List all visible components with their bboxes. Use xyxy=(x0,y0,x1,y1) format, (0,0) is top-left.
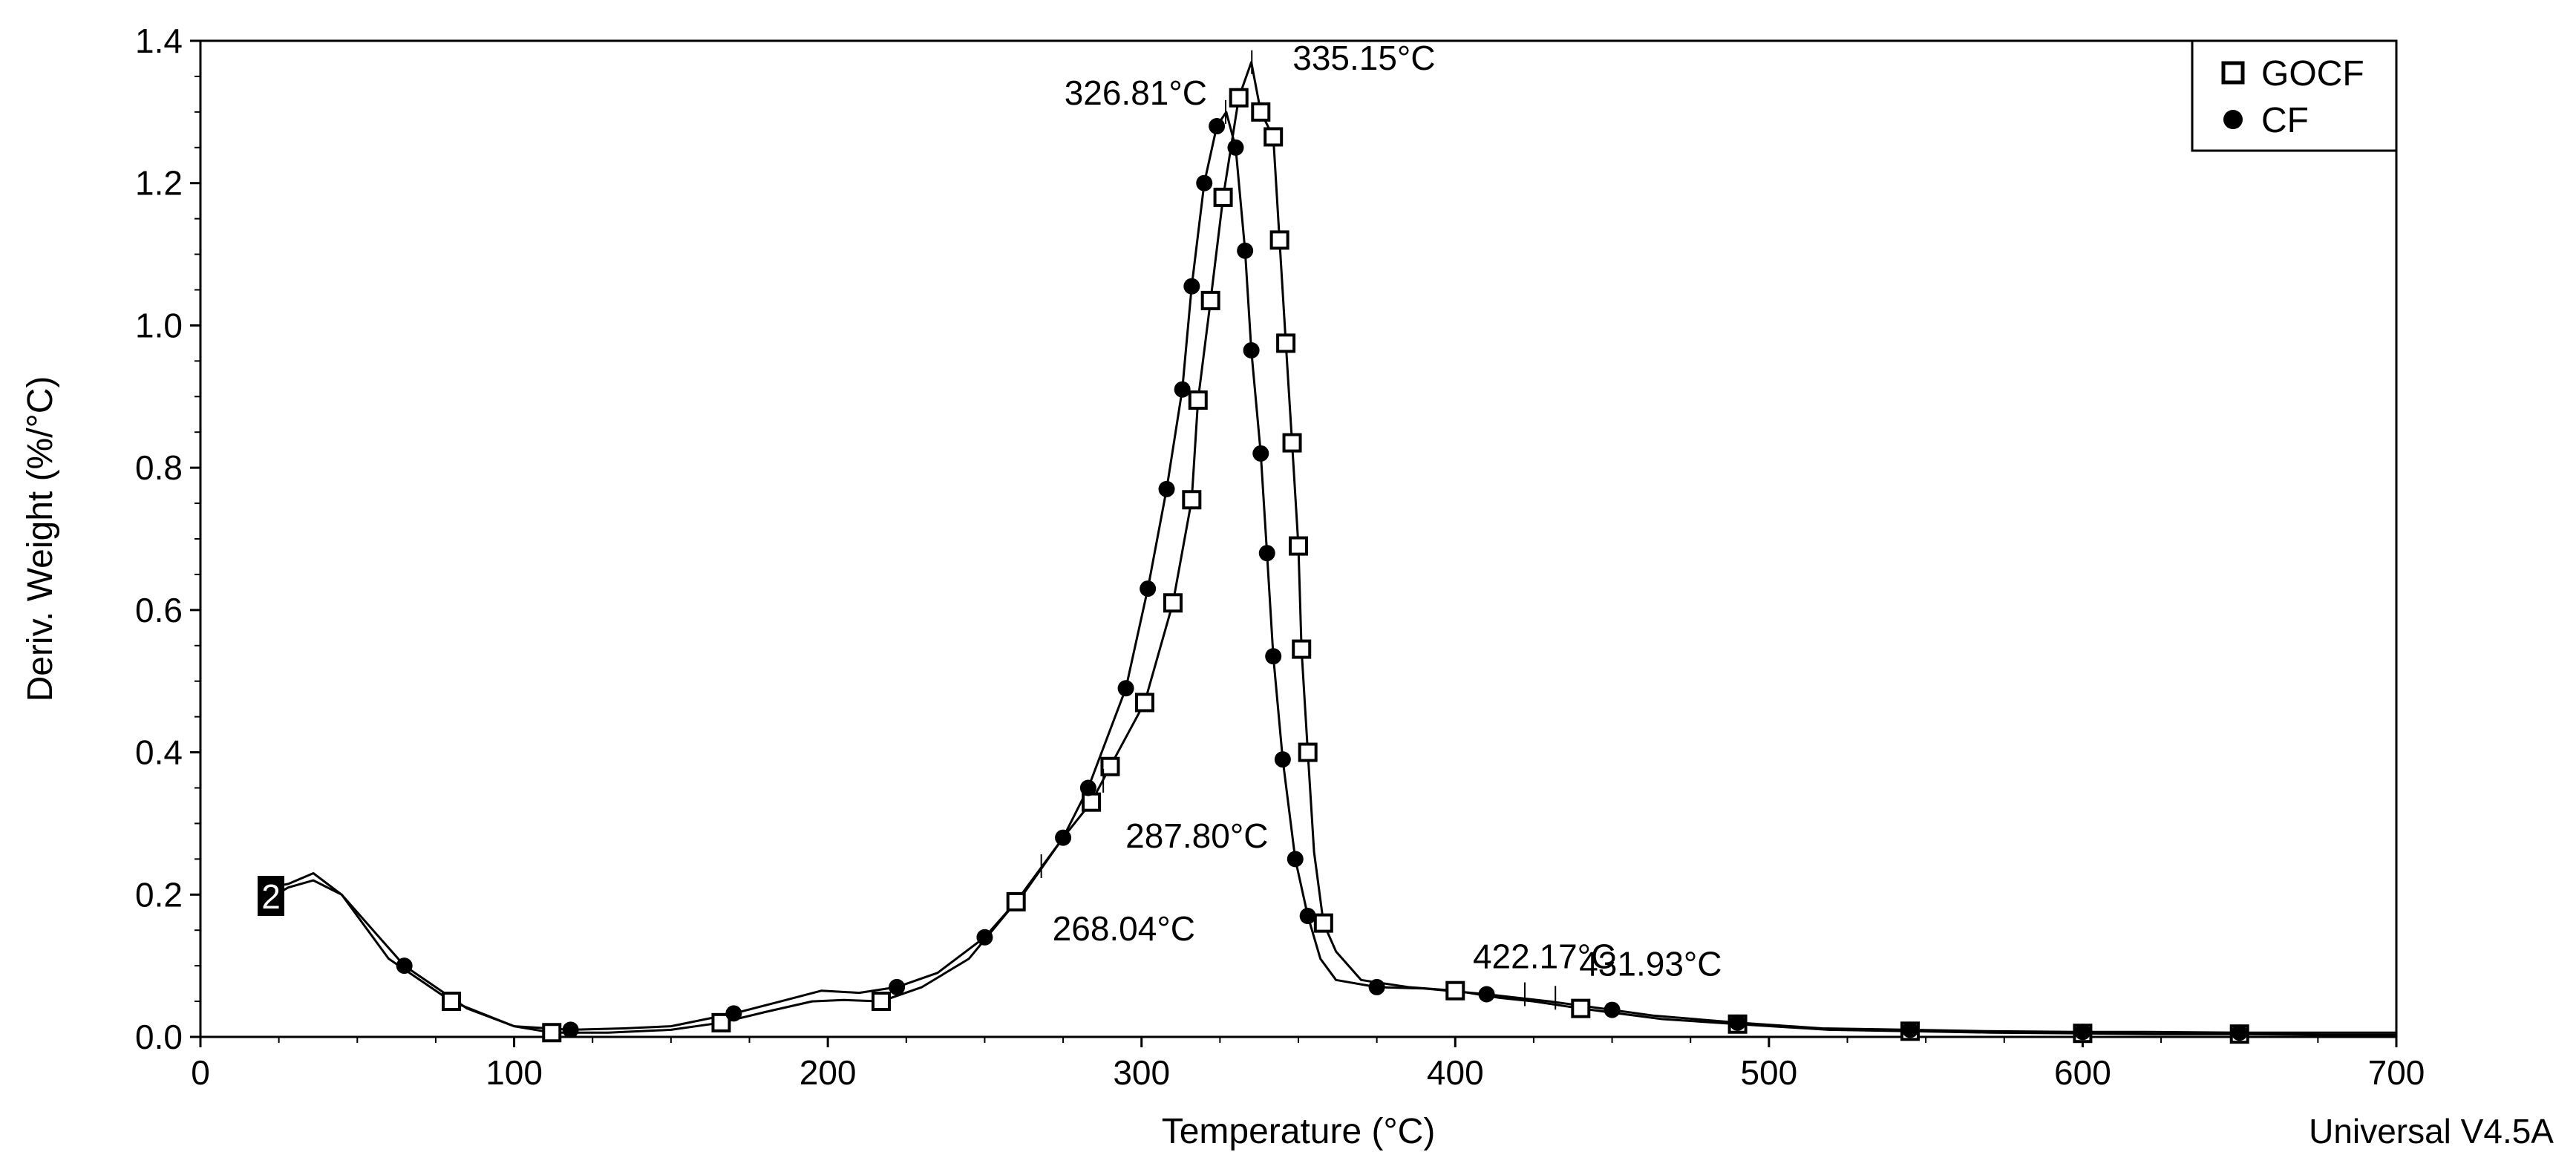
y-tick-label: 1.4 xyxy=(135,22,183,60)
gocf-point xyxy=(1292,639,1312,659)
gocf-point xyxy=(1134,693,1154,713)
gocf-point xyxy=(1213,187,1233,207)
y-tick-label: 1.0 xyxy=(135,306,183,344)
gocf-point xyxy=(1313,913,1333,933)
gocf-point xyxy=(1082,792,1102,812)
cf-point xyxy=(1368,978,1385,995)
gocf-point xyxy=(711,1012,731,1032)
annotation-label: 422.17°C xyxy=(1473,937,1615,975)
cf-point xyxy=(1478,986,1495,1003)
annotation-label: 335.15°C xyxy=(1292,39,1435,77)
curve-badge-box xyxy=(258,876,284,916)
x-tick-label: 200 xyxy=(800,1053,857,1092)
x-tick-label: 700 xyxy=(2368,1053,2425,1092)
gocf-point xyxy=(1269,230,1289,250)
x-tick-label: 0 xyxy=(191,1053,210,1092)
gocf-point xyxy=(1264,127,1284,147)
cf-point xyxy=(1117,680,1134,697)
x-axis-title: Temperature (°C) xyxy=(1162,1112,1436,1151)
gocf-point xyxy=(1100,756,1120,776)
curve-badge-label: 2 xyxy=(261,877,281,916)
gocf-point xyxy=(1200,290,1220,310)
x-tick-label: 500 xyxy=(1740,1053,1797,1092)
cf-point xyxy=(1055,829,1072,846)
annotation-label: 287.80°C xyxy=(1125,816,1268,855)
gocf-point xyxy=(1276,333,1296,353)
legend-box xyxy=(2191,39,2398,152)
y-axis-title: Deriv. Weight (%/°C) xyxy=(21,376,60,702)
curve-badge: 2 xyxy=(258,876,284,916)
gocf-point xyxy=(1188,390,1208,410)
x-tick-label: 300 xyxy=(1113,1053,1170,1092)
cf-point xyxy=(725,1005,742,1022)
series-markers xyxy=(396,88,2249,1044)
gocf-point xyxy=(871,992,891,1012)
legend: GOCF CF xyxy=(2191,39,2398,152)
gocf-point xyxy=(1571,998,1591,1018)
gocf-point xyxy=(442,992,462,1012)
y-tick-label: 1.2 xyxy=(135,164,183,203)
legend-marker-cf xyxy=(2223,110,2243,129)
y-tick-label: 0.0 xyxy=(135,1018,183,1056)
gocf-point xyxy=(1289,536,1308,556)
annotations: 326.81°C 335.15°C 287.80°C 268.04°C 422.17°C… xyxy=(1040,39,1722,1010)
gocf-point xyxy=(1251,102,1271,122)
gocf-point xyxy=(1445,981,1465,1001)
cf-point xyxy=(1729,1014,1746,1031)
cf-point xyxy=(1265,648,1282,665)
cf-point xyxy=(1252,445,1269,462)
gocf-point xyxy=(1006,891,1026,911)
gocf-point xyxy=(1282,433,1302,453)
cf-point xyxy=(1227,139,1244,156)
cf-point xyxy=(1196,174,1213,191)
cf-point xyxy=(1274,751,1291,768)
cf-point xyxy=(1183,278,1200,295)
cf-point xyxy=(976,929,993,946)
cf-point xyxy=(1604,1001,1621,1018)
gocf-point xyxy=(1182,490,1202,510)
gocf-point xyxy=(1298,742,1318,762)
cf-point xyxy=(396,957,413,975)
cf-point xyxy=(889,978,906,995)
annotation-label: 268.04°C xyxy=(1053,909,1195,948)
footer-version-label: Universal V4.5A xyxy=(2309,1112,2554,1150)
cf-point xyxy=(1209,118,1226,135)
gocf-point xyxy=(1163,593,1183,613)
cf-point xyxy=(1174,381,1191,398)
cf-point xyxy=(2231,1024,2248,1041)
series-line-gocf xyxy=(269,61,2396,1036)
x-tick-label: 100 xyxy=(486,1053,543,1092)
legend-label-gocf: GOCF xyxy=(2261,54,2364,94)
y-tick-label: 0.6 xyxy=(135,591,183,629)
y-tick-label: 0.4 xyxy=(135,733,183,772)
x-tick-label: 600 xyxy=(2054,1053,2111,1092)
cf-point xyxy=(1140,580,1157,598)
x-tick-label: 400 xyxy=(1427,1053,1484,1092)
cf-point xyxy=(1243,341,1260,359)
cf-point xyxy=(562,1021,579,1038)
cf-point xyxy=(1237,242,1254,259)
x-axis: 0 100 200 300 400 500 600 700 xyxy=(191,1037,2425,1092)
legend-label-cf: CF xyxy=(2261,101,2309,140)
series-lines xyxy=(269,61,2396,1036)
annotation-label: 431.93°C xyxy=(1579,944,1722,983)
y-tick-label: 0.2 xyxy=(135,875,183,914)
cf-point xyxy=(1158,480,1175,497)
cf-point xyxy=(1902,1021,1919,1038)
annotation-label: 326.81°C xyxy=(1065,73,1207,112)
gocf-point xyxy=(542,1023,562,1043)
y-tick-label: 0.8 xyxy=(135,448,183,487)
series-line-cf xyxy=(269,111,2396,1034)
gocf-point xyxy=(1229,88,1249,108)
cf-point xyxy=(1299,908,1316,925)
y-axis: 0.0 0.2 0.4 0.6 0.8 1.0 1.2 1.4 xyxy=(135,22,200,1056)
cf-point xyxy=(1287,851,1304,868)
cf-point xyxy=(2074,1024,2091,1041)
cf-point xyxy=(1258,545,1275,562)
legend-marker-gocf xyxy=(2221,61,2245,85)
cf-point xyxy=(1079,779,1096,796)
